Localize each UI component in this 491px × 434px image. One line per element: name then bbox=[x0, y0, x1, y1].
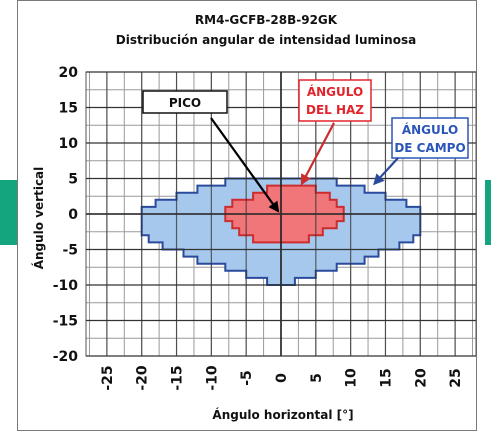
tick-labels: 20 15 10 5 0 -5 -10 -15 -20 -25 -20 -15 -10 -5 0 5 10 15 2… bbox=[53, 65, 464, 391]
beam-label-line2: DEL HAZ bbox=[306, 103, 364, 117]
x-tick-label: -15 bbox=[170, 365, 186, 390]
field-label-box bbox=[391, 117, 469, 159]
left-accent-tab bbox=[0, 180, 17, 245]
y-tick-label: -10 bbox=[53, 278, 79, 294]
x-tick-label: 5 bbox=[309, 373, 325, 383]
x-tick-label: 10 bbox=[344, 368, 360, 388]
y-tick-label: 0 bbox=[68, 207, 78, 223]
annotations: PICO ÁNGULO DEL HAZ ÁNGULO DE CAMPO bbox=[142, 79, 469, 213]
field-label-line1: ÁNGULO bbox=[402, 122, 458, 137]
peak-label: PICO bbox=[169, 96, 201, 110]
y-tick-label: -5 bbox=[62, 243, 78, 259]
x-tick-label: -5 bbox=[239, 370, 255, 386]
field-arrow bbox=[373, 157, 399, 186]
peak-arrow bbox=[210, 117, 280, 213]
beam-arrow bbox=[300, 122, 335, 186]
y-tick-label: 5 bbox=[68, 172, 78, 188]
y-axis-label: Ángulo vertical bbox=[31, 167, 46, 270]
y-tick-label: 15 bbox=[59, 101, 78, 117]
right-accent-tab bbox=[485, 180, 491, 245]
x-tick-label: -10 bbox=[204, 365, 220, 391]
x-tick-label: 20 bbox=[413, 368, 429, 388]
beam-label-line1: ÁNGULO bbox=[307, 84, 363, 99]
x-tick-label: 15 bbox=[378, 368, 394, 387]
x-axis-label: Ángulo horizontal [°] bbox=[212, 407, 353, 422]
axes bbox=[86, 71, 476, 357]
peak-label-box bbox=[142, 90, 228, 114]
x-tick-label: -25 bbox=[100, 365, 116, 390]
y-tick-label: -20 bbox=[53, 349, 79, 365]
field-label-line2: DE CAMPO bbox=[394, 141, 465, 155]
y-tick-label: 20 bbox=[59, 65, 79, 81]
chart-subtitle: Distribución angular de intensidad lumin… bbox=[116, 33, 416, 47]
y-tick-label: 10 bbox=[59, 136, 79, 152]
x-tick-label: 25 bbox=[448, 368, 464, 387]
y-tick-label: -15 bbox=[53, 314, 78, 330]
x-tick-label: -20 bbox=[135, 365, 151, 391]
chart-title: RM4-GCFB-28B-92GK bbox=[195, 13, 338, 27]
beam-label-box bbox=[298, 79, 372, 122]
x-tick-label: 0 bbox=[274, 373, 290, 383]
